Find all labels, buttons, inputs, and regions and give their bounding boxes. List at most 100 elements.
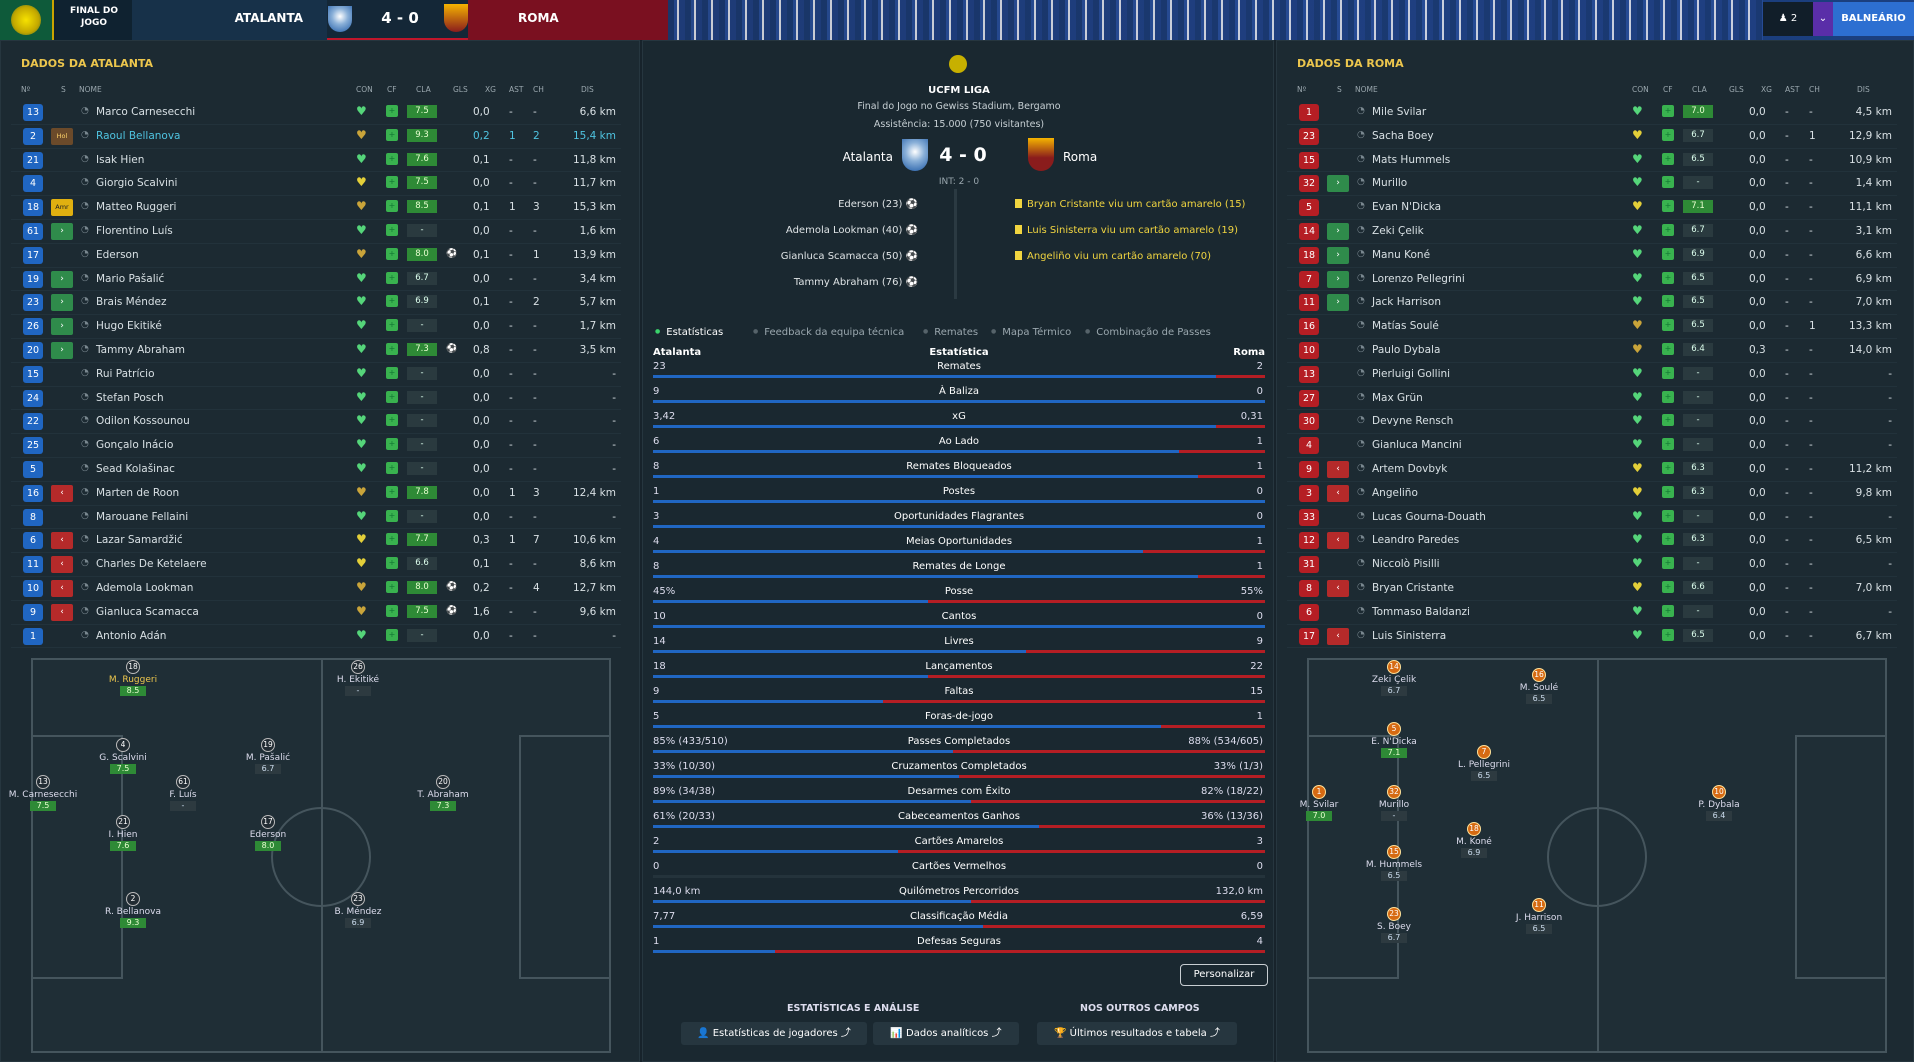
player-row[interactable]: 6 ‹ ◔ Lazar Samardžić ♥ +7.7 0,3 1 7 10,6 km bbox=[11, 529, 621, 554]
player-name[interactable]: Brais Méndez bbox=[96, 296, 167, 309]
player-name[interactable]: Lucas Gourna-Douath bbox=[1372, 510, 1486, 523]
chevron-down-icon[interactable]: ⌄ bbox=[1813, 2, 1833, 36]
player-row[interactable]: 15 ◔ Mats Hummels ♥ +6.5 0,0 - - 10,9 km bbox=[1287, 149, 1897, 173]
formation-player[interactable]: 23 S. Boey 6.7 bbox=[1349, 907, 1439, 943]
col-con[interactable]: CON bbox=[356, 85, 373, 94]
col-xg[interactable]: XG bbox=[1761, 85, 1772, 94]
player-row[interactable]: 26 › ◔ Hugo Ekitiké ♥ + -0,0- -1,7 km bbox=[11, 315, 621, 339]
formation-player[interactable]: 7 L. Pellegrini 6.5 bbox=[1439, 745, 1529, 781]
player-name[interactable]: Matías Soulé bbox=[1372, 320, 1439, 333]
player-row[interactable]: 8 ◔ Marouane Fellaini ♥ + -0,0- - - bbox=[11, 506, 621, 530]
latest-results-button[interactable]: 🏆 Últimos resultados e tabela ⤴ bbox=[1037, 1022, 1237, 1045]
player-name[interactable]: Pierluigi Gollini bbox=[1372, 367, 1451, 380]
player-row[interactable]: 1 ◔ Antonio Adán ♥ + -0,0- - - bbox=[11, 625, 621, 649]
player-row[interactable]: 13 ◔ Pierluigi Gollini ♥ + -0,0- - - bbox=[1287, 363, 1897, 387]
formation-player[interactable]: 2 R. Bellanova 9.3 bbox=[88, 892, 178, 928]
player-stats-button[interactable]: 👤 Estatísticas de jogadores ⤴ bbox=[681, 1022, 867, 1045]
formation-player[interactable]: 14 Zeki Çelik 6.7 bbox=[1349, 660, 1439, 696]
player-name[interactable]: Mario Pašalić bbox=[96, 272, 165, 285]
formation-player[interactable]: 5 E. N'Dicka 7.1 bbox=[1349, 722, 1439, 758]
formation-player[interactable]: 13 M. Carnesecchi 7.5 bbox=[0, 775, 88, 811]
player-name[interactable]: Tommaso Baldanzi bbox=[1372, 605, 1470, 618]
player-row[interactable]: 14 › ◔ Zeki Çelik ♥ +6.7 0,0 - - 3,1 km bbox=[1287, 220, 1897, 244]
formation-player[interactable]: 26 H. Ekitiké - bbox=[313, 660, 403, 696]
col-gls[interactable]: GLS bbox=[1729, 85, 1744, 94]
player-row[interactable]: 1 ◔ Mile Svilar ♥ +7.0 0,0 - - 4,5 km bbox=[1287, 101, 1897, 125]
col-sub[interactable]: S bbox=[1337, 85, 1342, 94]
formation-player[interactable]: 11 J. Harrison 6.5 bbox=[1494, 898, 1584, 934]
player-row[interactable]: 9 ‹ ◔ Gianluca Scamacca ♥ +7.5 ⚽ 1,6 - - 9,6 km bbox=[11, 601, 621, 625]
player-name[interactable]: Florentino Luís bbox=[96, 224, 173, 237]
tab-0[interactable]: Estatísticas bbox=[655, 327, 723, 338]
col-cf[interactable]: CF bbox=[387, 85, 397, 94]
col-cla[interactable]: CLA bbox=[1692, 85, 1707, 94]
player-name[interactable]: Max Grün bbox=[1372, 391, 1423, 404]
formation-player[interactable]: 21 I. Hien 7.6 bbox=[78, 815, 168, 851]
col-ch[interactable]: CH bbox=[1809, 85, 1820, 94]
col-num[interactable]: Nº bbox=[21, 85, 31, 94]
player-row[interactable]: 9 ‹ ◔ Artem Dovbyk ♥ +6.3 0,0 - - 11,2 km bbox=[1287, 458, 1897, 482]
player-name[interactable]: Marco Carnesecchi bbox=[96, 106, 196, 118]
player-name[interactable]: Stefan Posch bbox=[96, 391, 164, 404]
player-name[interactable]: Raoul Bellanova bbox=[96, 129, 181, 142]
player-row[interactable]: 25 ◔ Gonçalo Inácio ♥ + -0,0- - - bbox=[11, 434, 621, 458]
player-name[interactable]: Matteo Ruggeri bbox=[96, 201, 177, 214]
player-name[interactable]: Bryan Cristante bbox=[1372, 581, 1454, 594]
tab-1[interactable]: Feedback da equipa técnica bbox=[753, 327, 904, 338]
player-row[interactable]: 23 ◔ Sacha Boey ♥ +6.7 0,0 - 1 12,9 km bbox=[1287, 125, 1897, 149]
player-row[interactable]: 16 ◔ Matías Soulé ♥ +6.5 0,0 - 1 13,3 km bbox=[1287, 315, 1897, 339]
player-row[interactable]: 2 Hol ◔ Raoul Bellanova ♥ +9.3 0,2 1 2 15,4 km bbox=[11, 125, 621, 149]
player-name[interactable]: Niccolò Pisilli bbox=[1372, 558, 1440, 571]
player-row[interactable]: 4 ◔ Giorgio Scalvini ♥ +7.5 0,0 - - 11,7 km bbox=[11, 172, 621, 197]
formation-player[interactable]: 15 M. Hummels 6.5 bbox=[1349, 845, 1439, 881]
player-name[interactable]: Mats Hummels bbox=[1372, 153, 1451, 166]
player-row[interactable]: 5 ◔ Sead Kolašinac ♥ + -0,0- - - bbox=[11, 458, 621, 482]
player-row[interactable]: 5 ◔ Evan N'Dicka ♥ +7.1 0,0 - - 11,1 km bbox=[1287, 196, 1897, 220]
player-name[interactable]: Antonio Adán bbox=[96, 629, 167, 642]
player-name[interactable]: Devyne Rensch bbox=[1372, 415, 1454, 428]
player-name[interactable]: Evan N'Dicka bbox=[1372, 201, 1442, 214]
formation-player[interactable]: 18 M. Koné 6.9 bbox=[1429, 822, 1519, 858]
player-name[interactable]: Marouane Fellaini bbox=[96, 510, 189, 523]
analytics-button[interactable]: 📊 Dados analíticos ⤴ bbox=[873, 1022, 1019, 1045]
player-name[interactable]: Gianluca Scamacca bbox=[96, 605, 199, 618]
player-name[interactable]: Sead Kolašinac bbox=[96, 462, 175, 475]
formation-player[interactable]: 1 M. Svilar 7.0 bbox=[1274, 785, 1364, 821]
player-name[interactable]: Lazar Samardžić bbox=[96, 534, 183, 547]
formation-player[interactable]: 18 M. Ruggeri 8.5 bbox=[88, 660, 178, 696]
formation-player[interactable]: 10 P. Dybala 6.4 bbox=[1674, 785, 1764, 821]
col-cla[interactable]: CLA bbox=[416, 85, 431, 94]
col-xg[interactable]: XG bbox=[485, 85, 496, 94]
player-name[interactable]: Gonçalo Inácio bbox=[96, 439, 174, 452]
formation-player[interactable]: 20 T. Abraham 7.3 bbox=[398, 775, 488, 811]
player-name[interactable]: Odilon Kossounou bbox=[96, 415, 190, 428]
player-row[interactable]: 17 ‹ ◔ Luis Sinisterra ♥ +6.5 0,0 - - 6,7 km bbox=[1287, 625, 1897, 649]
tab-3[interactable]: Mapa Térmico bbox=[991, 327, 1071, 338]
player-name[interactable]: Tammy Abraham bbox=[96, 343, 186, 356]
player-row[interactable]: 18 Amr ◔ Matteo Ruggeri ♥ +8.5 0,1 1 3 15,3 km bbox=[11, 196, 621, 220]
player-name[interactable]: Rui Patrício bbox=[96, 367, 155, 380]
player-name[interactable]: Marten de Roon bbox=[96, 486, 180, 499]
home-team[interactable]: Atalanta bbox=[842, 150, 893, 164]
player-row[interactable]: 33 ◔ Lucas Gourna-Douath ♥ + -0,0- - - bbox=[1287, 506, 1897, 530]
col-ch[interactable]: CH bbox=[533, 85, 544, 94]
player-name[interactable]: Angeliño bbox=[1372, 486, 1418, 499]
player-name[interactable]: Ederson bbox=[96, 248, 139, 261]
player-row[interactable]: 11 ‹ ◔ Charles De Ketelaere ♥ +6.6 0,1 - - 8,6 km bbox=[11, 553, 621, 577]
player-row[interactable]: 31 ◔ Niccolò Pisilli ♥ + -0,0- - - bbox=[1287, 553, 1897, 577]
formation-player[interactable]: 16 M. Soulé 6.5 bbox=[1494, 668, 1584, 704]
formation-player[interactable]: 17 Ederson 8.0 bbox=[223, 815, 313, 851]
player-row[interactable]: 23 › ◔ Brais Méndez ♥ +6.9 0,1 - 2 5,7 km bbox=[11, 291, 621, 316]
formation-player[interactable]: 32 Murillo - bbox=[1349, 785, 1439, 821]
player-row[interactable]: 4 ◔ Gianluca Mancini ♥ + -0,0- - - bbox=[1287, 434, 1897, 458]
player-row[interactable]: 12 ‹ ◔ Leandro Paredes ♥ +6.3 0,0 - - 6,5 km bbox=[1287, 529, 1897, 554]
player-name[interactable]: Jack Harrison bbox=[1372, 296, 1441, 309]
player-row[interactable]: 61 › ◔ Florentino Luís ♥ + -0,0- -1,6 km bbox=[11, 220, 621, 244]
player-name[interactable]: Leandro Paredes bbox=[1372, 534, 1460, 547]
users-count[interactable]: ♟ 2 bbox=[1763, 2, 1813, 36]
away-team[interactable]: Roma bbox=[1063, 150, 1098, 164]
formation-player[interactable]: 61 F. Luís - bbox=[138, 775, 228, 811]
col-sub[interactable]: S bbox=[61, 85, 66, 94]
player-name[interactable]: Gianluca Mancini bbox=[1372, 439, 1462, 452]
player-name[interactable]: Sacha Boey bbox=[1372, 129, 1434, 142]
